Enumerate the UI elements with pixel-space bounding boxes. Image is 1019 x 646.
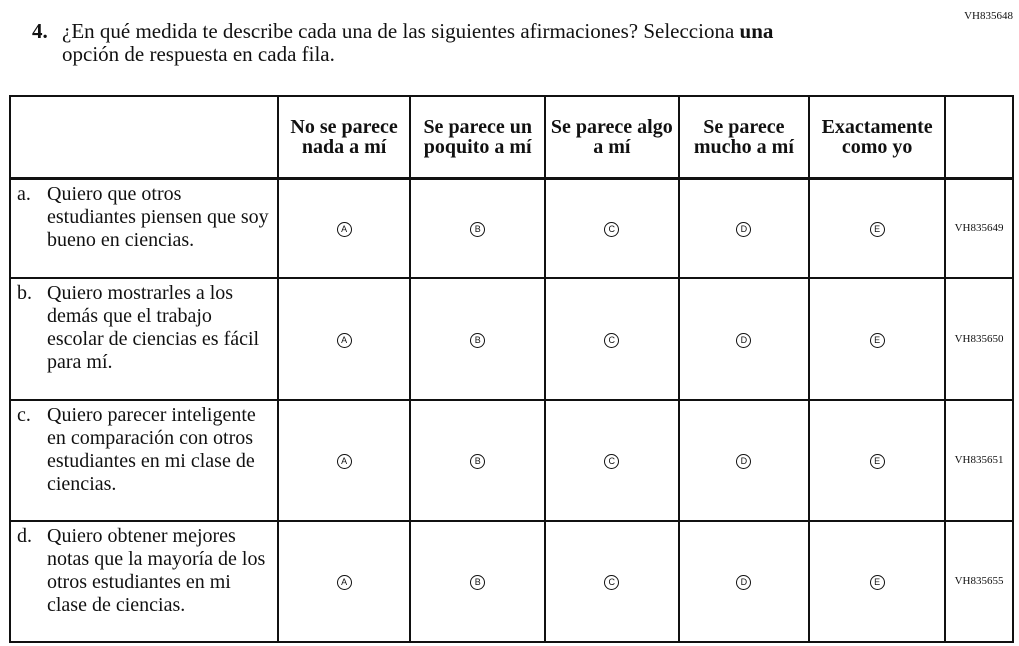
- header-col-e: Exactamente como yo: [808, 95, 947, 180]
- answer-bubble-e[interactable]: E: [869, 332, 885, 348]
- option-cell: C: [544, 398, 680, 522]
- answer-bubble-b[interactable]: B: [470, 332, 486, 348]
- answer-bubble-a[interactable]: A: [336, 332, 352, 348]
- answer-bubble-d[interactable]: D: [736, 454, 752, 469]
- option-cell: E: [808, 177, 947, 279]
- header-col-b: Se parece un poquito a mí: [409, 95, 547, 180]
- header-row: No se parece nada a mí Se parece un poqu…: [9, 95, 1014, 180]
- question-text: ¿En qué medida te describe cada una de l…: [62, 19, 740, 43]
- statement-text: Quiero que otros estudiantes piensen que…: [47, 183, 269, 251]
- header-col-a: No se parece nada a mí: [276, 95, 412, 180]
- row-code: VH835655: [944, 519, 1014, 643]
- option-cell: E: [808, 519, 947, 643]
- option-cell: A: [276, 276, 412, 401]
- table-row: a. Quiero que otros estudiantes piensen q…: [9, 177, 1014, 279]
- answer-bubble-e[interactable]: E: [869, 222, 885, 238]
- question-number: 4.: [32, 19, 48, 43]
- statement-cell: c. Quiero parecer inteligente en comparac…: [9, 398, 279, 522]
- answer-bubble-a[interactable]: A: [336, 222, 352, 238]
- header-col-c: Se parece algo a mí: [544, 95, 680, 180]
- option-cell: E: [808, 398, 947, 522]
- option-cell: C: [544, 177, 680, 279]
- option-cell: B: [409, 177, 547, 279]
- row-code: VH835650: [944, 276, 1014, 401]
- question-text-line2: opción de respuesta en cada fila.: [62, 42, 335, 66]
- answer-bubble-d[interactable]: D: [736, 222, 752, 238]
- statement-cell: b. Quiero mostrarles a los demás que el t…: [9, 276, 279, 401]
- statement-cell: d. Quiero obtener mejores notas que la ma…: [9, 519, 279, 643]
- answer-bubble-c[interactable]: C: [604, 454, 620, 469]
- option-cell: B: [409, 276, 547, 401]
- question-emphasis: una: [739, 19, 774, 43]
- option-cell: E: [808, 276, 947, 401]
- statement-text: Quiero obtener mejores notas que la mayo…: [47, 524, 266, 616]
- answer-bubble-b[interactable]: B: [470, 575, 486, 590]
- answer-bubble-e[interactable]: E: [869, 575, 885, 590]
- option-cell: D: [677, 177, 811, 279]
- answer-bubble-c[interactable]: C: [604, 575, 620, 590]
- answer-bubble-e[interactable]: E: [869, 454, 885, 469]
- option-cell: C: [544, 519, 680, 643]
- option-cell: D: [677, 519, 811, 643]
- question: 4. ¿En qué medida te describe cada una de…: [32, 20, 912, 66]
- item-code: VH835648: [964, 10, 1013, 22]
- answer-bubble-a[interactable]: A: [336, 454, 352, 469]
- row-letter: b.: [17, 281, 32, 304]
- answer-bubble-a[interactable]: A: [336, 575, 352, 590]
- table-row: b. Quiero mostrarles a los demás que el t…: [9, 276, 1014, 401]
- header-col-d: Se parece mucho a mí: [677, 95, 811, 180]
- option-cell: B: [409, 398, 547, 522]
- answer-bubble-b[interactable]: B: [470, 454, 486, 469]
- row-code: VH835651: [944, 398, 1014, 522]
- option-cell: C: [544, 276, 680, 401]
- option-cell: A: [276, 519, 412, 643]
- statement-cell: a. Quiero que otros estudiantes piensen q…: [9, 177, 279, 279]
- answer-bubble-b[interactable]: B: [470, 222, 486, 238]
- header-code: [944, 95, 1014, 180]
- row-letter: a.: [17, 183, 31, 205]
- row-letter: d.: [17, 524, 32, 547]
- answer-bubble-d[interactable]: D: [736, 332, 752, 348]
- table-row: c. Quiero parecer inteligente en comparac…: [9, 398, 1014, 522]
- option-cell: A: [276, 177, 412, 279]
- option-cell: B: [409, 519, 547, 643]
- response-grid: No se parece nada a mí Se parece un poqu…: [9, 95, 1014, 643]
- option-cell: D: [677, 276, 811, 401]
- answer-bubble-d[interactable]: D: [736, 575, 752, 590]
- header-empty: [9, 95, 279, 180]
- row-code: VH835649: [944, 177, 1014, 279]
- statement-text: Quiero parecer inteligente en comparació…: [47, 403, 256, 495]
- row-letter: c.: [17, 403, 31, 426]
- table-row: d. Quiero obtener mejores notas que la ma…: [9, 519, 1014, 643]
- statement-text: Quiero mostrarles a los demás que el tra…: [47, 281, 260, 373]
- answer-bubble-c[interactable]: C: [604, 222, 620, 238]
- answer-bubble-c[interactable]: C: [604, 332, 620, 348]
- option-cell: D: [677, 398, 811, 522]
- option-cell: A: [276, 398, 412, 522]
